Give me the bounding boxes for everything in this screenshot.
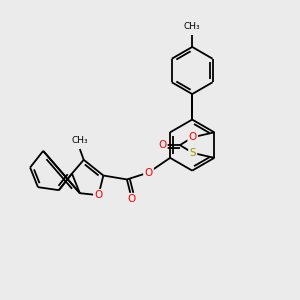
Text: O: O	[189, 132, 197, 142]
Text: CH₃: CH₃	[71, 136, 88, 145]
Text: O: O	[144, 168, 153, 178]
Text: O: O	[94, 190, 103, 200]
Text: S: S	[189, 148, 196, 158]
Text: O: O	[128, 194, 136, 204]
Text: CH₃: CH₃	[184, 22, 200, 31]
Text: O: O	[158, 140, 166, 150]
